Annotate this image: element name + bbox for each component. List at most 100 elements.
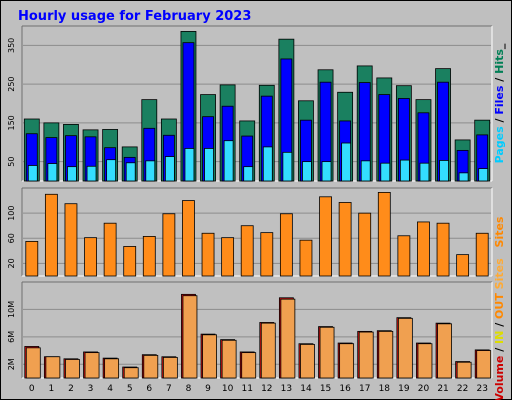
bar-pages-hour-15 [321, 161, 332, 182]
x-tick-label-hour-9: 9 [205, 384, 211, 394]
bar-sites-hour-6 [142, 235, 156, 277]
panel-3-y-tick-label: 10M [7, 301, 16, 318]
bar-sites-hour-19 [397, 235, 411, 277]
panel-3-side-label: Volume / IN / OUT Sites [493, 258, 506, 400]
bar-out-hour-16 [339, 343, 355, 379]
bar-pages-hour-14 [302, 161, 312, 182]
bar-out-hour-2 [65, 359, 80, 379]
x-tick-label-hour-23: 23 [476, 384, 487, 394]
bar-out-hour-23 [476, 350, 492, 379]
bar-sites-hour-7 [162, 213, 176, 277]
x-tick-label-hour-18: 18 [379, 384, 391, 394]
x-tick-label-hour-8: 8 [186, 384, 192, 394]
x-tick-label-hour-15: 15 [320, 384, 331, 394]
panel-1-y-tick-label: 250 [7, 76, 16, 91]
x-tick-label-hour-20: 20 [418, 384, 430, 394]
panel-1-y-tick-label: 50 [7, 157, 16, 167]
x-tick-label-hour-1: 1 [49, 384, 55, 394]
bar-sites-hour-15 [319, 196, 332, 277]
x-tick-label-hour-22: 22 [457, 384, 468, 394]
bar-out-hour-7 [162, 357, 178, 379]
x-tick-label-hour-5: 5 [127, 384, 133, 394]
x-tick-label-hour-0: 0 [29, 384, 35, 394]
bar-pages-hour-6 [145, 160, 156, 182]
panel-1-y-tick-label: 350 [7, 38, 16, 53]
bar-out-hour-18 [378, 330, 394, 379]
x-tick-label-hour-13: 13 [281, 384, 292, 394]
x-tick-label-hour-7: 7 [166, 384, 172, 394]
bar-out-hour-9 [202, 334, 217, 379]
side-label-part: Hits [493, 49, 506, 74]
bar-sites-hour-0 [25, 241, 39, 277]
bar-pages-hour-9 [204, 148, 214, 182]
bar-pages-hour-11 [243, 166, 254, 182]
bar-out-hour-15 [319, 326, 335, 379]
bar-sites-hour-10 [221, 237, 235, 277]
panel-3-y-tick-label: 6M [7, 331, 16, 343]
bar-out-hour-12 [260, 322, 276, 379]
chart-title: Hourly usage for February 2023 [18, 9, 251, 24]
side-label-part: Sites [493, 258, 506, 293]
bar-sites-hour-9 [201, 232, 215, 277]
x-tick-label-hour-14: 14 [300, 384, 312, 394]
panel-2-side-label: Sites [493, 216, 506, 247]
panel-2-y-tick-label: 20 [7, 258, 16, 268]
panel-1-side-label: Pages / Files / Hits_ [493, 43, 506, 163]
bar-pages-hour-1 [47, 163, 58, 182]
x-tick-label-hour-6: 6 [146, 384, 152, 394]
panel-1-plot-area [22, 26, 492, 181]
bar-out-hour-6 [143, 354, 159, 379]
bar-pages-hour-5 [125, 162, 136, 182]
x-tick-label-hour-12: 12 [261, 384, 272, 394]
panel-3-y-tick-label: 2M [7, 358, 16, 370]
bar-sites-hour-16 [338, 202, 352, 277]
bar-pages-hour-22 [458, 172, 469, 182]
bar-pages-hour-10 [223, 140, 234, 182]
bar-out-hour-21 [437, 323, 452, 379]
bar-out-hour-0 [25, 347, 41, 379]
bar-pages-hour-8 [184, 148, 195, 182]
bar-out-hour-13 [280, 298, 296, 379]
bar-sites-hour-14 [299, 239, 313, 277]
bar-out-hour-5 [123, 367, 139, 379]
side-label-part: / [493, 115, 506, 127]
side-label-part: IN [493, 331, 506, 344]
x-tick-label-hour-10: 10 [222, 384, 234, 394]
bar-pages-hour-0 [27, 165, 38, 182]
bar-sites-hour-11 [240, 225, 254, 277]
bar-sites-hour-3 [84, 237, 97, 277]
bar-sites-hour-2 [64, 203, 78, 277]
x-tick-label-hour-11: 11 [241, 384, 252, 394]
side-label-part: / [493, 344, 506, 356]
side-label-part: Volume [493, 356, 506, 400]
bar-sites-hour-1 [44, 193, 58, 277]
bar-out-hour-1 [45, 356, 61, 379]
bar-pages-hour-12 [262, 146, 273, 182]
side-label-part: Pages [493, 126, 506, 164]
x-tick-label-hour-4: 4 [107, 384, 113, 394]
panel-2-plot-area [22, 188, 492, 276]
side-label-part: _ [493, 43, 506, 49]
bar-pages-hour-7 [164, 156, 175, 182]
bar-out-hour-4 [104, 358, 120, 379]
bar-pages-hour-13 [282, 151, 293, 182]
bar-out-hour-3 [84, 352, 100, 379]
side-label-part: / [493, 319, 506, 331]
bar-sites-hour-5 [123, 246, 137, 277]
side-label-part: Sites [493, 216, 506, 247]
bar-pages-hour-18 [380, 162, 391, 182]
bar-pages-hour-3 [86, 165, 97, 182]
bar-out-hour-14 [300, 343, 315, 379]
x-tick-label-hour-2: 2 [68, 384, 74, 394]
bar-sites-hour-22 [456, 254, 470, 277]
x-tick-label-hour-21: 21 [437, 384, 448, 394]
panel-3-plot-area [22, 282, 492, 378]
bar-pages-hour-16 [341, 142, 352, 182]
x-tick-label-hour-19: 19 [398, 384, 410, 394]
bar-sites-hour-8 [182, 200, 195, 277]
x-tick-label-hour-16: 16 [339, 384, 351, 394]
bar-sites-hour-21 [436, 222, 450, 277]
